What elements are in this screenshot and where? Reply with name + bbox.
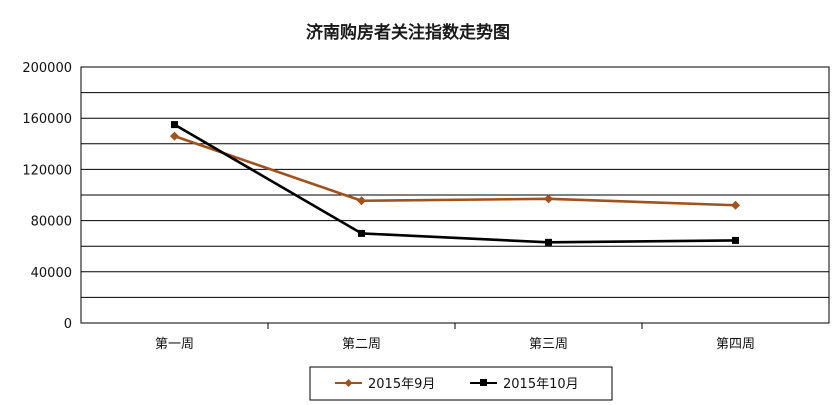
series-line-2 [173,123,736,244]
y-tick-label: 0 [64,317,72,332]
chart-title: 济南购房者关注指数走势图 [306,22,510,43]
legend: 2015年9月 2015年10月 [309,366,613,401]
y-tick-label: 120000 [22,163,72,178]
legend-label-sep: 2015年9月 [368,377,435,392]
data-point-square [171,121,178,129]
data-point-diamond [544,194,553,204]
gridlines [81,92,829,298]
y-tick-label: 80000 [31,215,72,230]
x-tick-label: 第一周 [155,337,194,352]
x-tick-label: 第三周 [529,337,568,352]
data-point-diamond [731,200,740,210]
data-point-square [358,229,365,237]
y-axis: 200000 160000 120000 80000 40000 0 [22,61,72,332]
legend-marker-sep [344,379,353,387]
y-tick-label: 200000 [22,61,72,76]
y-tick-label: 160000 [22,112,72,127]
y-tick-label: 40000 [31,266,72,281]
data-point-diamond [170,131,179,141]
x-axis: 第一周 第二周 第三周 第四周 [155,323,755,352]
x-tick-label: 第四周 [716,337,755,352]
data-point-square [545,238,552,246]
series-group [170,121,740,246]
legend-marker-oct [480,379,487,386]
data-point-square [732,236,739,244]
legend-label-oct: 2015年10月 [503,377,579,392]
data-point-diamond [357,196,366,206]
series-line-1 [174,134,736,207]
x-tick-label: 第二周 [342,337,381,352]
